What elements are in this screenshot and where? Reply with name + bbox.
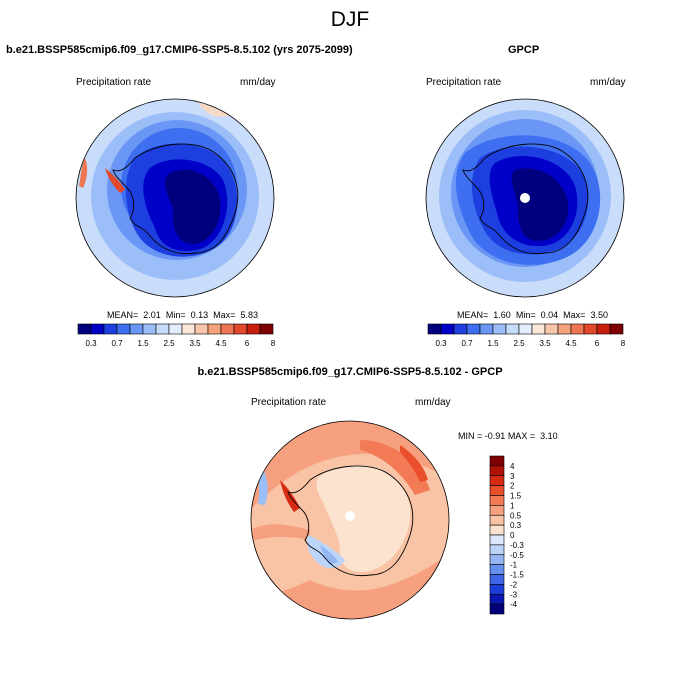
colorbar-tick-label: -3 [510, 590, 518, 599]
colorbar-tick-label: 8 [621, 339, 626, 348]
colorbar-swatch [557, 323, 572, 335]
colorbar-swatch [489, 475, 505, 486]
colorbar-swatch [246, 323, 261, 335]
colorbar-tick-label: 3 [510, 472, 515, 481]
colorbar-swatch [479, 323, 494, 335]
colorbar-swatch [489, 584, 505, 595]
colorbar-swatch [489, 485, 505, 496]
colorbar-swatch [609, 323, 624, 335]
panel-1-stats: MEAN= 2.01 Min= 0.13 Max= 5.83 [107, 310, 258, 320]
colorbar-swatch [489, 554, 505, 565]
colorbar-swatch [90, 323, 105, 335]
colorbar-swatch [142, 323, 157, 335]
colorbar-tick-label: 1.5 [137, 339, 149, 348]
colorbar-tick-label: 1.5 [510, 492, 522, 501]
colorbar-swatch [427, 323, 442, 335]
colorbar-swatch [489, 574, 505, 585]
colorbar-tick-label: 3.5 [539, 339, 551, 348]
colorbar-swatch [489, 495, 505, 506]
colorbar-swatch [596, 323, 611, 335]
colorbar-swatch [259, 323, 274, 335]
colorbar-swatch [155, 323, 170, 335]
panel-1-polar-map [75, 98, 275, 298]
colorbar-swatch [489, 465, 505, 477]
figure-title: DJF [330, 8, 370, 31]
panel-3-units-label: mm/day [415, 397, 451, 408]
colorbar-tick-label: 0 [510, 531, 515, 540]
panel-2-units-label: mm/day [590, 77, 626, 88]
colorbar-swatch [505, 323, 520, 335]
colorbar-swatch [103, 323, 118, 335]
panel-2-polar-map [425, 98, 625, 298]
panel-1-colorbar: 0.3 0.7 1.5 2.5 3.5 4.5 6 8 [77, 323, 276, 348]
panel-3-stats: MIN = -0.91 MAX = 3.10 [458, 431, 558, 441]
colorbar-swatch [489, 505, 505, 516]
panel-1-units-label: mm/day [240, 77, 276, 88]
colorbar-tick-label: 0.7 [461, 339, 473, 348]
colorbar-tick-label: 0.3 [435, 339, 447, 348]
colorbar-swatch [233, 323, 248, 335]
colorbar-tick-label: 3.5 [189, 339, 201, 348]
colorbar-swatch [181, 323, 196, 335]
colorbar-tick-label: -4 [510, 600, 518, 609]
colorbar-tick-label: 6 [245, 339, 250, 348]
colorbar-swatch [440, 323, 455, 335]
colorbar-swatch [77, 323, 92, 335]
colorbar-swatch [544, 323, 559, 335]
colorbar-tick-label: -1.5 [510, 571, 524, 580]
colorbar-tick-label: 2.5 [163, 339, 175, 348]
colorbar-tick-label: -2 [510, 580, 518, 589]
colorbar-swatch [466, 323, 481, 335]
colorbar-tick-label: 4 [510, 462, 515, 471]
colorbar-tick-label: 0.3 [510, 521, 522, 530]
colorbar-swatch [220, 323, 235, 335]
colorbar-tick-label: 2.5 [513, 339, 525, 348]
colorbar-tick-label: 2 [510, 482, 515, 491]
colorbar-tick-label: -1 [510, 561, 518, 570]
colorbar-swatch [129, 323, 144, 335]
colorbar-swatch [489, 534, 505, 546]
colorbar-swatch [194, 323, 209, 335]
colorbar-tick-label: 0.7 [111, 339, 123, 348]
colorbar-swatch [492, 323, 507, 335]
colorbar-swatch [570, 323, 585, 335]
colorbar-swatch [453, 323, 468, 335]
panel-3-polar-map [250, 420, 450, 620]
colorbar-swatch [583, 323, 598, 335]
colorbar-tick-label: 4.5 [565, 339, 577, 348]
colorbar-swatch [531, 323, 546, 335]
colorbar-swatch [489, 544, 505, 556]
colorbar-tick-label: -0.3 [510, 541, 524, 550]
colorbar-swatch [207, 323, 222, 335]
colorbar-swatch [116, 323, 131, 335]
colorbar-tick-label: 0.3 [85, 339, 97, 348]
colorbar-tick-label: 6 [595, 339, 600, 348]
panel-3-variable-label: Precipitation rate [251, 397, 327, 408]
colorbar-tick-label: 1.5 [487, 339, 499, 348]
colorbar-swatch [168, 323, 183, 335]
colorbar-swatch [518, 323, 533, 335]
colorbar-swatch [489, 514, 505, 526]
colorbar-swatch [489, 603, 505, 615]
colorbar-tick-label: 0.5 [510, 511, 522, 520]
panel-1-title: b.e21.BSSP585cmip6.f09_g17.CMIP6-SSP5-8.… [6, 44, 353, 56]
panel-2-title: GPCP [508, 44, 540, 56]
panel-2-stats: MEAN= 1.60 Min= 0.04 Max= 3.50 [457, 310, 608, 320]
colorbar-tick-label: -0.5 [510, 551, 524, 560]
panel-2-variable-label: Precipitation rate [426, 77, 502, 88]
colorbar-swatch [489, 524, 505, 536]
colorbar-swatch [489, 455, 505, 467]
colorbar-tick-label: 8 [271, 339, 276, 348]
colorbar-swatch [489, 593, 505, 605]
colorbar-swatch [489, 564, 505, 575]
panel-2-colorbar: 0.3 0.7 1.5 2.5 3.5 4.5 6 8 [427, 323, 626, 348]
colorbar-tick-label: 4.5 [215, 339, 227, 348]
colorbar-tick-label: 1 [510, 501, 515, 510]
panel-3-title: b.e21.BSSP585cmip6.f09_g17.CMIP6-SSP5-8.… [197, 366, 503, 378]
panel-1-variable-label: Precipitation rate [76, 77, 152, 88]
